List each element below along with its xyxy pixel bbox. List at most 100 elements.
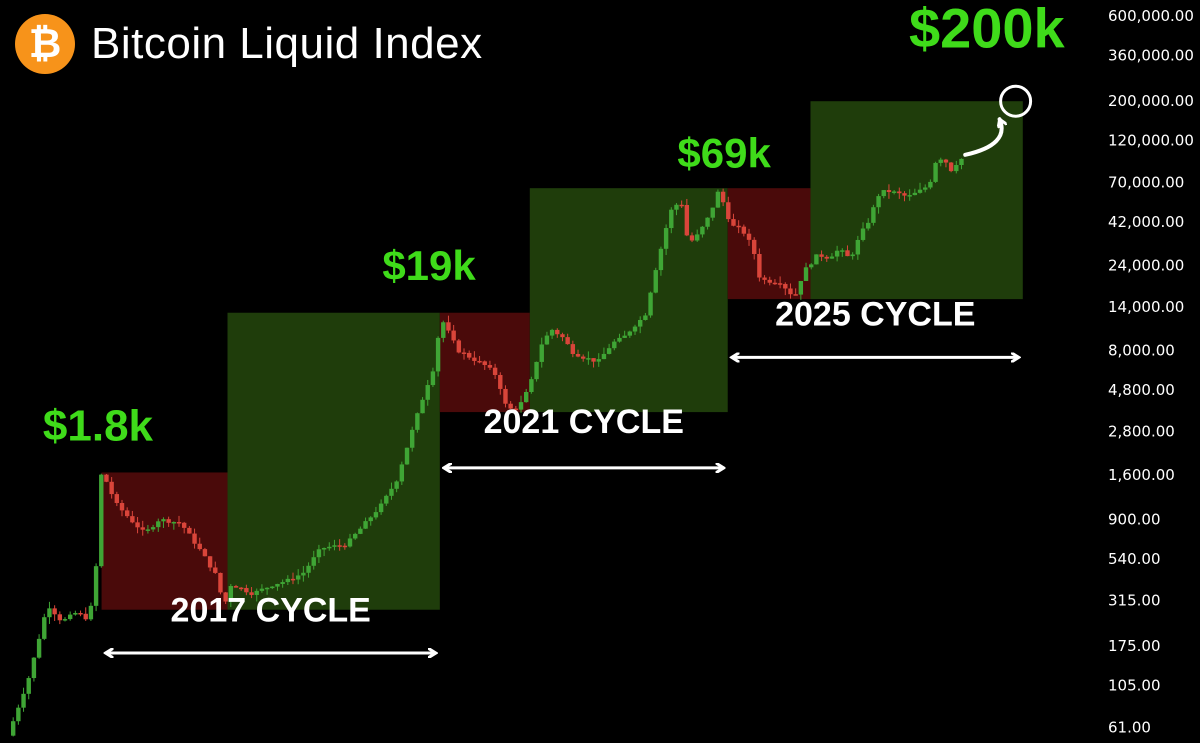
y-tick-label-0: 600,000.00 xyxy=(1108,7,1194,25)
y-tick-label-15: 175.00 xyxy=(1108,637,1161,655)
candle-body-61 xyxy=(327,546,332,549)
candle-body-126 xyxy=(663,228,669,249)
candle-body-22 xyxy=(124,510,130,517)
candle-body-122 xyxy=(643,315,648,320)
candle-body-172 xyxy=(902,193,907,196)
candle-body-123 xyxy=(648,292,653,316)
candle-body-135 xyxy=(710,207,715,218)
candle-body-100 xyxy=(529,379,534,393)
candle-body-99 xyxy=(523,392,529,403)
candle-body-69 xyxy=(368,517,373,522)
bull-zone-1 xyxy=(227,312,440,610)
candle-body-18 xyxy=(104,474,109,482)
candle-body-37 xyxy=(202,549,208,557)
candle-body-162 xyxy=(850,254,855,257)
candle-body-44 xyxy=(238,587,244,590)
candle-body-45 xyxy=(244,588,249,593)
candle-body-12 xyxy=(73,612,78,615)
y-tick-label-7: 14,000.00 xyxy=(1108,298,1184,316)
candle-body-153 xyxy=(803,267,809,282)
candle-body-36 xyxy=(197,543,202,550)
candle-body-71 xyxy=(378,503,384,513)
candle-body-158 xyxy=(829,256,835,259)
candle-body-53 xyxy=(285,578,291,583)
candle-body-62 xyxy=(332,545,337,547)
candle-body-161 xyxy=(845,250,850,257)
candle-body-116 xyxy=(612,341,617,349)
candle-body-179 xyxy=(938,159,943,163)
candle-body-128 xyxy=(674,204,679,210)
candle-body-166 xyxy=(871,207,876,223)
price-annotation-0: $1.8k xyxy=(43,401,154,450)
candle-body-49 xyxy=(264,587,270,590)
candle-body-10 xyxy=(62,619,68,621)
bitcoin-logo-icon: ₿ xyxy=(15,14,75,74)
candle-body-74 xyxy=(394,481,399,489)
candle-body-106 xyxy=(560,334,565,338)
candle-body-125 xyxy=(658,248,664,271)
candle-body-127 xyxy=(669,209,674,229)
bull-zone-3 xyxy=(529,188,728,413)
candle-body-51 xyxy=(275,583,280,587)
candle-body-139 xyxy=(731,219,736,226)
candle-body-103 xyxy=(544,335,550,345)
candle-body-59 xyxy=(316,549,322,558)
y-tick-label-14: 315.00 xyxy=(1108,592,1161,610)
candle-body-183 xyxy=(959,158,964,166)
candle-body-14 xyxy=(83,613,88,620)
candle-body-112 xyxy=(591,358,596,362)
candle-body-13 xyxy=(78,612,83,615)
candle-body-152 xyxy=(798,281,804,295)
chart-title: ₿ Bitcoin Liquid Index xyxy=(15,14,483,74)
y-tick-label-13: 540.00 xyxy=(1108,550,1161,568)
candle-body-8 xyxy=(52,608,57,615)
candle-body-148 xyxy=(777,283,783,285)
candle-body-130 xyxy=(684,204,690,236)
candle-body-38 xyxy=(207,556,213,568)
candle-body-91 xyxy=(482,361,487,366)
candle-body-76 xyxy=(404,447,410,465)
candle-body-89 xyxy=(472,357,477,361)
candle-body-114 xyxy=(601,353,607,360)
candle-body-110 xyxy=(580,356,586,359)
candle-body-23 xyxy=(130,516,135,523)
candle-body-34 xyxy=(187,527,192,534)
target-arrow xyxy=(963,119,1001,157)
candle-body-43 xyxy=(233,586,239,588)
candle-body-16 xyxy=(93,566,99,606)
candle-body-105 xyxy=(555,329,560,335)
candle-body-145 xyxy=(762,277,767,280)
candle-body-26 xyxy=(145,529,151,531)
candle-body-66 xyxy=(352,533,358,539)
candle-body-20 xyxy=(114,494,120,504)
candle-body-0 xyxy=(10,721,16,736)
candle-body-174 xyxy=(912,192,918,196)
candle-body-119 xyxy=(627,331,633,336)
candle-body-87 xyxy=(461,352,467,354)
candle-body-149 xyxy=(783,283,788,289)
candle-body-21 xyxy=(119,503,125,511)
chart-title-text: Bitcoin Liquid Index xyxy=(91,19,483,68)
candle-body-3 xyxy=(26,678,31,694)
candle-body-17 xyxy=(99,474,104,567)
candle-body-67 xyxy=(358,528,363,534)
y-tick-label-3: 120,000.00 xyxy=(1108,132,1194,150)
candle-body-107 xyxy=(565,337,570,345)
candle-body-176 xyxy=(923,187,928,190)
candle-body-86 xyxy=(456,340,462,353)
candle-body-28 xyxy=(156,521,161,528)
candle-body-142 xyxy=(746,233,752,240)
candle-body-56 xyxy=(301,572,306,576)
y-tick-label-4: 70,000.00 xyxy=(1108,173,1184,191)
candle-body-60 xyxy=(321,547,327,550)
candle-body-2 xyxy=(21,693,26,708)
candle-body-31 xyxy=(171,521,177,524)
candle-body-118 xyxy=(622,335,627,338)
candle-body-4 xyxy=(31,657,37,679)
candle-body-144 xyxy=(757,253,762,278)
candle-body-9 xyxy=(57,614,63,621)
candle-body-180 xyxy=(943,159,949,163)
candle-body-94 xyxy=(498,374,503,389)
candle-body-129 xyxy=(679,204,684,207)
candle-body-124 xyxy=(653,270,658,293)
